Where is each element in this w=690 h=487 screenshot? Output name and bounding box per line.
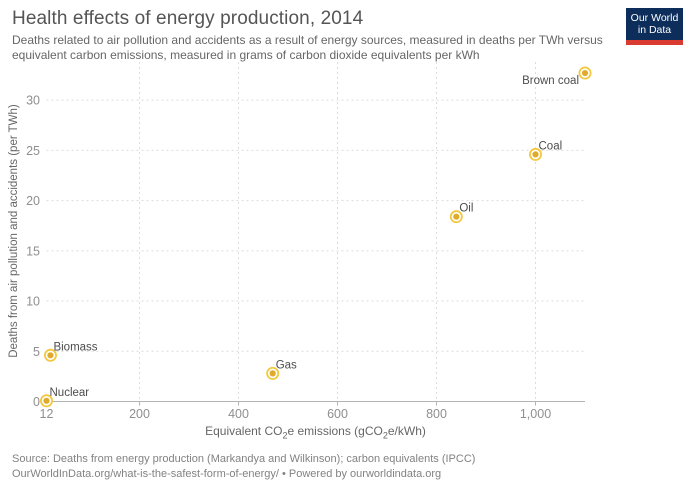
- data-point-brown-coal[interactable]: [578, 66, 592, 80]
- point-dot[interactable]: [47, 352, 54, 359]
- point-dot[interactable]: [453, 213, 460, 220]
- x-tick-label: 200: [129, 407, 150, 421]
- x-tick-label: 1,000: [520, 407, 551, 421]
- data-point-nuclear[interactable]: [40, 394, 54, 408]
- y-axis-title: Deaths from air pollution and accidents …: [8, 104, 20, 358]
- y-tick-label: 30: [26, 94, 40, 108]
- link-line: OurWorldInData.org/what-is-the-safest-fo…: [12, 467, 442, 480]
- point-label-nuclear: Nuclear: [50, 387, 90, 399]
- y-tick-label: 25: [26, 144, 40, 158]
- point-dot[interactable]: [581, 69, 589, 77]
- x-tick-label: 600: [327, 407, 348, 421]
- x-tick-label: 12: [40, 407, 54, 421]
- point-label-oil: Oil: [459, 203, 473, 215]
- x-tick-label: 400: [228, 407, 249, 421]
- owid-logo-red-bar: [626, 40, 683, 45]
- point-label-biomass: Biomass: [53, 341, 97, 353]
- x-tick-label: 800: [426, 407, 447, 421]
- data-point-biomass[interactable]: [43, 348, 57, 362]
- point-dot[interactable]: [269, 370, 276, 377]
- subtitle-line-1: Deaths related to air pollution and acci…: [12, 33, 603, 47]
- owid-logo-line-2: in Data: [637, 24, 672, 36]
- point-label-gas: Gas: [276, 359, 297, 371]
- point-label-brown-coal: Brown coal: [522, 75, 579, 87]
- data-point-gas[interactable]: [266, 366, 280, 380]
- owid-logo[interactable]: Our World in Data: [626, 8, 683, 45]
- x-axis-title: Equivalent CO2e emissions (gCO2e/kWh): [205, 424, 426, 441]
- owid-logo-line-1: Our World: [630, 11, 679, 24]
- chart-subtitle: Deaths related to air pollution and acci…: [12, 33, 603, 62]
- subscript-2: 2: [382, 430, 388, 441]
- y-tick-label: 0: [33, 395, 40, 409]
- data-point-oil[interactable]: [449, 210, 463, 224]
- source-line: Source: Deaths from energy production (M…: [12, 453, 476, 465]
- data-point-coal[interactable]: [529, 147, 543, 161]
- y-tick-label: 10: [26, 295, 40, 309]
- point-dot[interactable]: [532, 151, 539, 158]
- y-tick-label: 5: [33, 345, 40, 359]
- subtitle-line-2: equivalent carbon emissions, measured in…: [12, 47, 480, 62]
- y-tick-label: 15: [26, 244, 40, 258]
- point-dot[interactable]: [43, 397, 50, 404]
- y-tick-label: 20: [26, 194, 40, 208]
- chart-footer: Source: Deaths from energy production (M…: [12, 452, 475, 482]
- subscript-2: 2: [282, 430, 288, 441]
- page-title: Health effects of energy production, 201…: [12, 8, 364, 29]
- point-label-coal: Coal: [539, 140, 563, 152]
- owid-logo-text: Our World in Data: [626, 8, 683, 40]
